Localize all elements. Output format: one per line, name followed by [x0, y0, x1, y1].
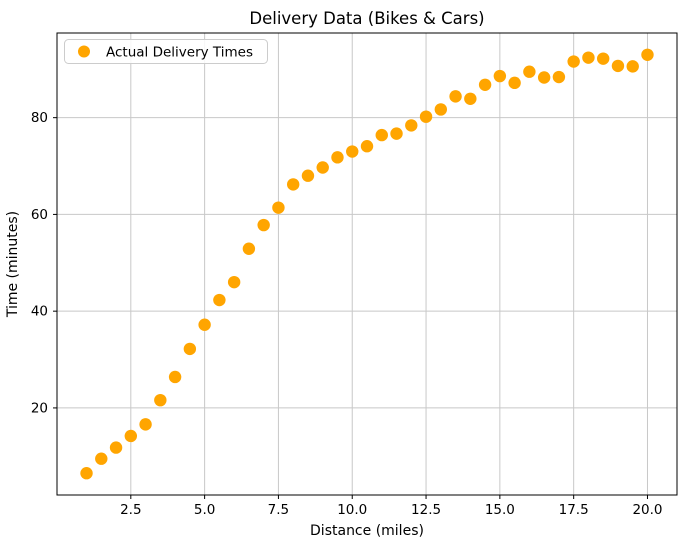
data-point [124, 429, 138, 443]
data-point [626, 60, 639, 73]
data-point [316, 161, 329, 174]
chart-title: Delivery Data (Bikes & Cars) [249, 9, 484, 28]
data-point [582, 51, 595, 64]
legend-box [64, 39, 268, 64]
data-point [478, 78, 492, 91]
data-point [80, 467, 93, 480]
data-point [272, 201, 285, 214]
data-point [434, 103, 448, 116]
plot-border [56, 32, 678, 496]
data-point [154, 393, 167, 407]
x-tick-label: 5.0 [194, 502, 215, 518]
legend: Actual Delivery Times [64, 39, 268, 64]
y-tick-label: 20 [31, 400, 48, 416]
data-point [183, 342, 197, 356]
data-point [139, 418, 152, 431]
x-tick-label: 2.5 [120, 502, 141, 518]
data-point [213, 293, 226, 307]
grid-lines [57, 33, 677, 495]
data-point [464, 92, 477, 105]
axis-tick-labels: 2.5 5.0 7.5 10.0 12.5 15.0 17.5 20.0 20 40 60 80 [31, 110, 663, 518]
x-tick-label: 17.5 [559, 502, 589, 518]
data-point [537, 71, 551, 84]
data-point [508, 76, 521, 90]
x-tick-label: 7.5 [268, 502, 289, 518]
x-tick-label: 10.0 [337, 502, 367, 518]
x-tick-label: 20.0 [632, 502, 662, 518]
y-tick-label: 80 [31, 110, 48, 126]
data-point [405, 119, 418, 132]
data-point [301, 169, 315, 182]
data-point [198, 318, 211, 331]
data-point [611, 59, 625, 73]
data-point [493, 69, 507, 83]
data-point [346, 145, 359, 158]
data-point [375, 128, 388, 142]
legend-marker-icon [78, 45, 90, 58]
data-point [449, 90, 462, 103]
data-point [419, 110, 433, 123]
data-point [360, 140, 374, 153]
data-point [331, 151, 344, 164]
y-tick-label: 60 [31, 207, 48, 223]
data-point [242, 242, 256, 255]
data-points [80, 48, 654, 480]
data-point [227, 275, 241, 289]
x-axis-label: Distance (miles) [310, 523, 424, 539]
x-tick-label: 15.0 [485, 502, 515, 518]
axis-tick-marks [53, 117, 648, 499]
data-point [257, 218, 270, 232]
data-point [168, 370, 182, 384]
data-point [552, 70, 566, 84]
y-tick-label: 40 [31, 304, 48, 320]
data-point [641, 48, 654, 61]
y-axis-label: Time (minutes) [5, 211, 21, 318]
legend-label: Actual Delivery Times [106, 45, 253, 61]
x-tick-label: 12.5 [411, 502, 441, 518]
data-point [95, 452, 108, 465]
data-point [286, 178, 300, 191]
data-point [567, 55, 580, 68]
data-point [523, 65, 536, 78]
data-point [109, 441, 123, 454]
data-point [596, 52, 610, 65]
data-point [390, 127, 403, 140]
